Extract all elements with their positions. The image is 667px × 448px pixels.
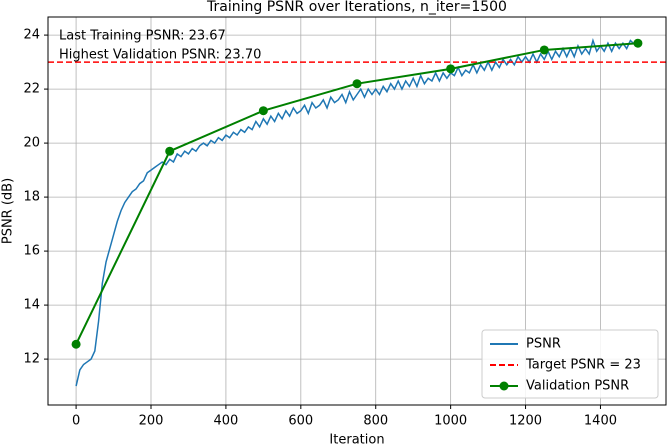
legend-box <box>481 329 659 399</box>
marker <box>633 38 643 48</box>
x-axis-label: Iteration <box>329 433 384 448</box>
y-axis-label: PSNR (dB) <box>1 178 16 244</box>
series-line <box>75 42 638 345</box>
marker <box>539 45 549 55</box>
marker <box>165 146 175 156</box>
x-tick-label: 1400 <box>584 414 617 429</box>
annotation: Last Training PSNR: 23.67 <box>59 29 226 44</box>
y-tick-label: 16 <box>23 244 40 259</box>
x-tick-label: 800 <box>363 414 388 429</box>
x-tick-label: 1000 <box>434 414 467 429</box>
legend-label: Validation PSNR <box>526 379 629 394</box>
marker <box>71 339 81 349</box>
legend-label: Target PSNR = 23 <box>525 358 641 373</box>
x-tick-label: 1200 <box>509 414 542 429</box>
marker <box>258 106 268 116</box>
legend-label: PSNR <box>526 337 561 352</box>
y-tick-label: 20 <box>23 136 40 151</box>
chart-title: Training PSNR over Iterations, n_iter=15… <box>206 0 507 15</box>
y-tick-label: 14 <box>23 298 40 313</box>
x-tick-label: 200 <box>139 414 164 429</box>
x-tick-label: 400 <box>213 414 238 429</box>
annotation: Highest Validation PSNR: 23.70 <box>59 48 261 63</box>
x-tick-label: 0 <box>72 414 80 429</box>
y-tick-label: 12 <box>23 352 40 367</box>
y-tick-label: 18 <box>23 190 40 205</box>
plot-frame <box>47 16 667 406</box>
y-tick-label: 22 <box>23 82 40 97</box>
marker <box>446 64 456 74</box>
x-tick-label: 600 <box>288 414 313 429</box>
legend-marker <box>499 381 509 391</box>
y-tick-label: 24 <box>23 28 40 43</box>
series-line <box>75 37 635 387</box>
marker <box>352 79 362 89</box>
